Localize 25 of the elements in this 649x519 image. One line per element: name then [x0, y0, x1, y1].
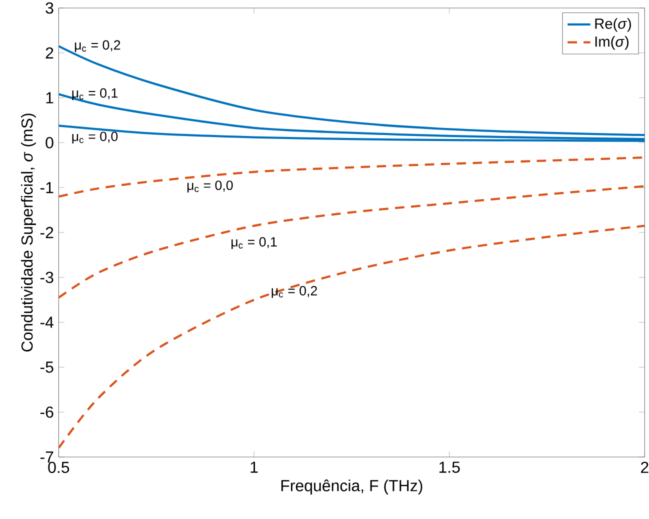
y-tick-label: -5: [40, 362, 54, 373]
y-tick-label: -4: [40, 316, 54, 328]
annotation: μ$_{c}$ = 0,1: [72, 88, 118, 100]
y-tick-label: -3: [40, 272, 54, 284]
legend-label: Re(σ): [595, 18, 631, 32]
y-tick-label: -1: [40, 182, 54, 194]
y-tick-label: 1: [46, 92, 54, 104]
annotation: μ$_{c}$ = 0,2: [272, 286, 317, 298]
y-tick-label: 3: [46, 2, 54, 14]
y-tick-label: 2: [46, 47, 54, 58]
x-axis-title: Frequência, F (THz): [281, 480, 422, 494]
y-tick-label: -2: [40, 226, 54, 238]
x-tick-label: 1.5: [439, 462, 460, 473]
x-tick-label: 1: [250, 462, 258, 473]
y-axis-title: Condutividade Superficial, σ (mS): [21, 114, 36, 352]
y-tick-label: -6: [40, 406, 54, 418]
legend-label: Im(σ): [595, 36, 629, 50]
annotation: μ$_{c}$ = 0,0: [72, 132, 118, 144]
x-tick-label: 2: [641, 462, 648, 473]
y-tick-label: 0: [46, 137, 54, 148]
y-tick-label: -7: [40, 452, 54, 463]
x-tick-label: 0.5: [48, 462, 70, 474]
annotation: μ$_{c}$ = 0,2: [74, 40, 120, 52]
annotation: μ$_{c}$ = 0,0: [187, 180, 233, 192]
annotation: μ$_{c}$ = 0,1: [232, 237, 277, 250]
